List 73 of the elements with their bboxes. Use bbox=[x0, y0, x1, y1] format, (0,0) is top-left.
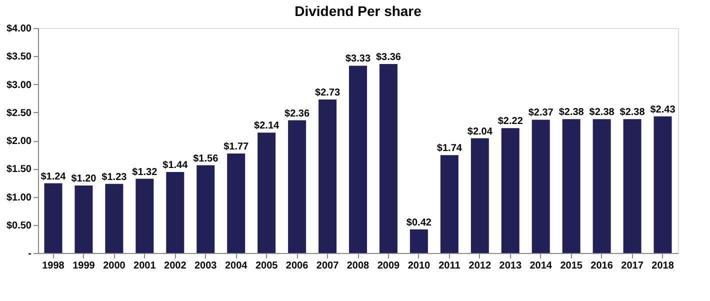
bar bbox=[532, 120, 550, 253]
data-label: $1.74 bbox=[436, 143, 462, 154]
x-tick-label: 2000 bbox=[103, 260, 126, 272]
bar bbox=[136, 178, 154, 253]
data-label: $1.20 bbox=[71, 174, 97, 184]
data-label: $2.37 bbox=[528, 108, 554, 119]
data-label: $1.56 bbox=[193, 153, 219, 164]
x-tick-label: 2009 bbox=[377, 260, 400, 272]
x-tick-label: 2004 bbox=[224, 260, 248, 272]
x-tick-label: 2003 bbox=[194, 260, 218, 272]
data-label: $3.36 bbox=[376, 52, 402, 63]
bar bbox=[592, 119, 611, 253]
y-tick-label: $3.50 bbox=[6, 52, 32, 63]
data-label: $1.23 bbox=[102, 172, 128, 183]
bar bbox=[105, 184, 124, 253]
bar bbox=[623, 119, 642, 253]
bar bbox=[349, 66, 367, 253]
x-tick-label: 2014 bbox=[530, 260, 552, 272]
x-tick-label: 1998 bbox=[42, 260, 65, 272]
data-label: $2.38 bbox=[558, 107, 584, 118]
bar bbox=[44, 183, 62, 253]
bar bbox=[379, 64, 398, 253]
bar bbox=[74, 186, 93, 253]
data-label: $1.77 bbox=[224, 141, 250, 152]
bar bbox=[440, 155, 458, 253]
x-tick-label: 2002 bbox=[164, 260, 187, 272]
bar bbox=[654, 116, 672, 253]
x-tick-label: 2005 bbox=[255, 260, 278, 272]
data-label: $3.33 bbox=[345, 54, 371, 65]
data-label: $2.38 bbox=[589, 107, 615, 118]
data-label: $1.24 bbox=[40, 171, 66, 182]
bar bbox=[227, 153, 246, 253]
data-label: $2.43 bbox=[650, 104, 676, 116]
y-tick-label: $2.00 bbox=[6, 136, 32, 147]
data-label: $0.42 bbox=[406, 217, 432, 228]
data-label: $2.73 bbox=[315, 87, 340, 98]
data-label: $2.14 bbox=[254, 120, 280, 132]
data-label: $2.38 bbox=[620, 107, 646, 118]
x-tick-label: 2016 bbox=[590, 260, 614, 272]
data-label: $2.36 bbox=[284, 108, 310, 120]
y-tick-label: - bbox=[28, 248, 32, 260]
bar bbox=[562, 119, 580, 253]
bar bbox=[470, 138, 489, 253]
x-tick-label: 2010 bbox=[408, 260, 431, 272]
x-tick-label: 2013 bbox=[499, 260, 522, 272]
data-label: $1.44 bbox=[162, 160, 188, 171]
x-tick-label: 2017 bbox=[621, 260, 644, 272]
y-tick-label: $1.50 bbox=[6, 164, 32, 176]
x-tick-label: 2006 bbox=[286, 260, 309, 272]
y-tick-label: $4.00 bbox=[6, 24, 32, 34]
bar bbox=[166, 172, 184, 253]
y-tick-label: $3.00 bbox=[6, 80, 32, 91]
data-label: $2.22 bbox=[498, 116, 524, 128]
x-tick-label: 2011 bbox=[438, 260, 461, 272]
bar bbox=[288, 120, 306, 253]
bar bbox=[196, 165, 215, 253]
bar bbox=[318, 99, 337, 253]
data-label: $1.32 bbox=[132, 166, 158, 178]
x-tick-label: 2008 bbox=[346, 260, 370, 272]
x-tick-label: 2012 bbox=[468, 260, 492, 272]
y-tick-label: $2.50 bbox=[6, 108, 32, 119]
x-tick-label: 1999 bbox=[72, 260, 96, 272]
x-tick-label: 2015 bbox=[560, 260, 583, 272]
y-tick-label: $1.00 bbox=[6, 192, 32, 204]
y-tick-label: $0.50 bbox=[6, 220, 32, 232]
x-tick-label: 2018 bbox=[652, 260, 674, 272]
chart-title: Dividend Per share bbox=[294, 3, 422, 19]
x-tick-label: 2007 bbox=[316, 260, 340, 272]
data-label: $2.04 bbox=[467, 126, 493, 138]
x-tick-label: 2001 bbox=[134, 260, 156, 272]
bar bbox=[410, 229, 428, 253]
bar bbox=[258, 132, 276, 253]
bar bbox=[501, 128, 520, 253]
